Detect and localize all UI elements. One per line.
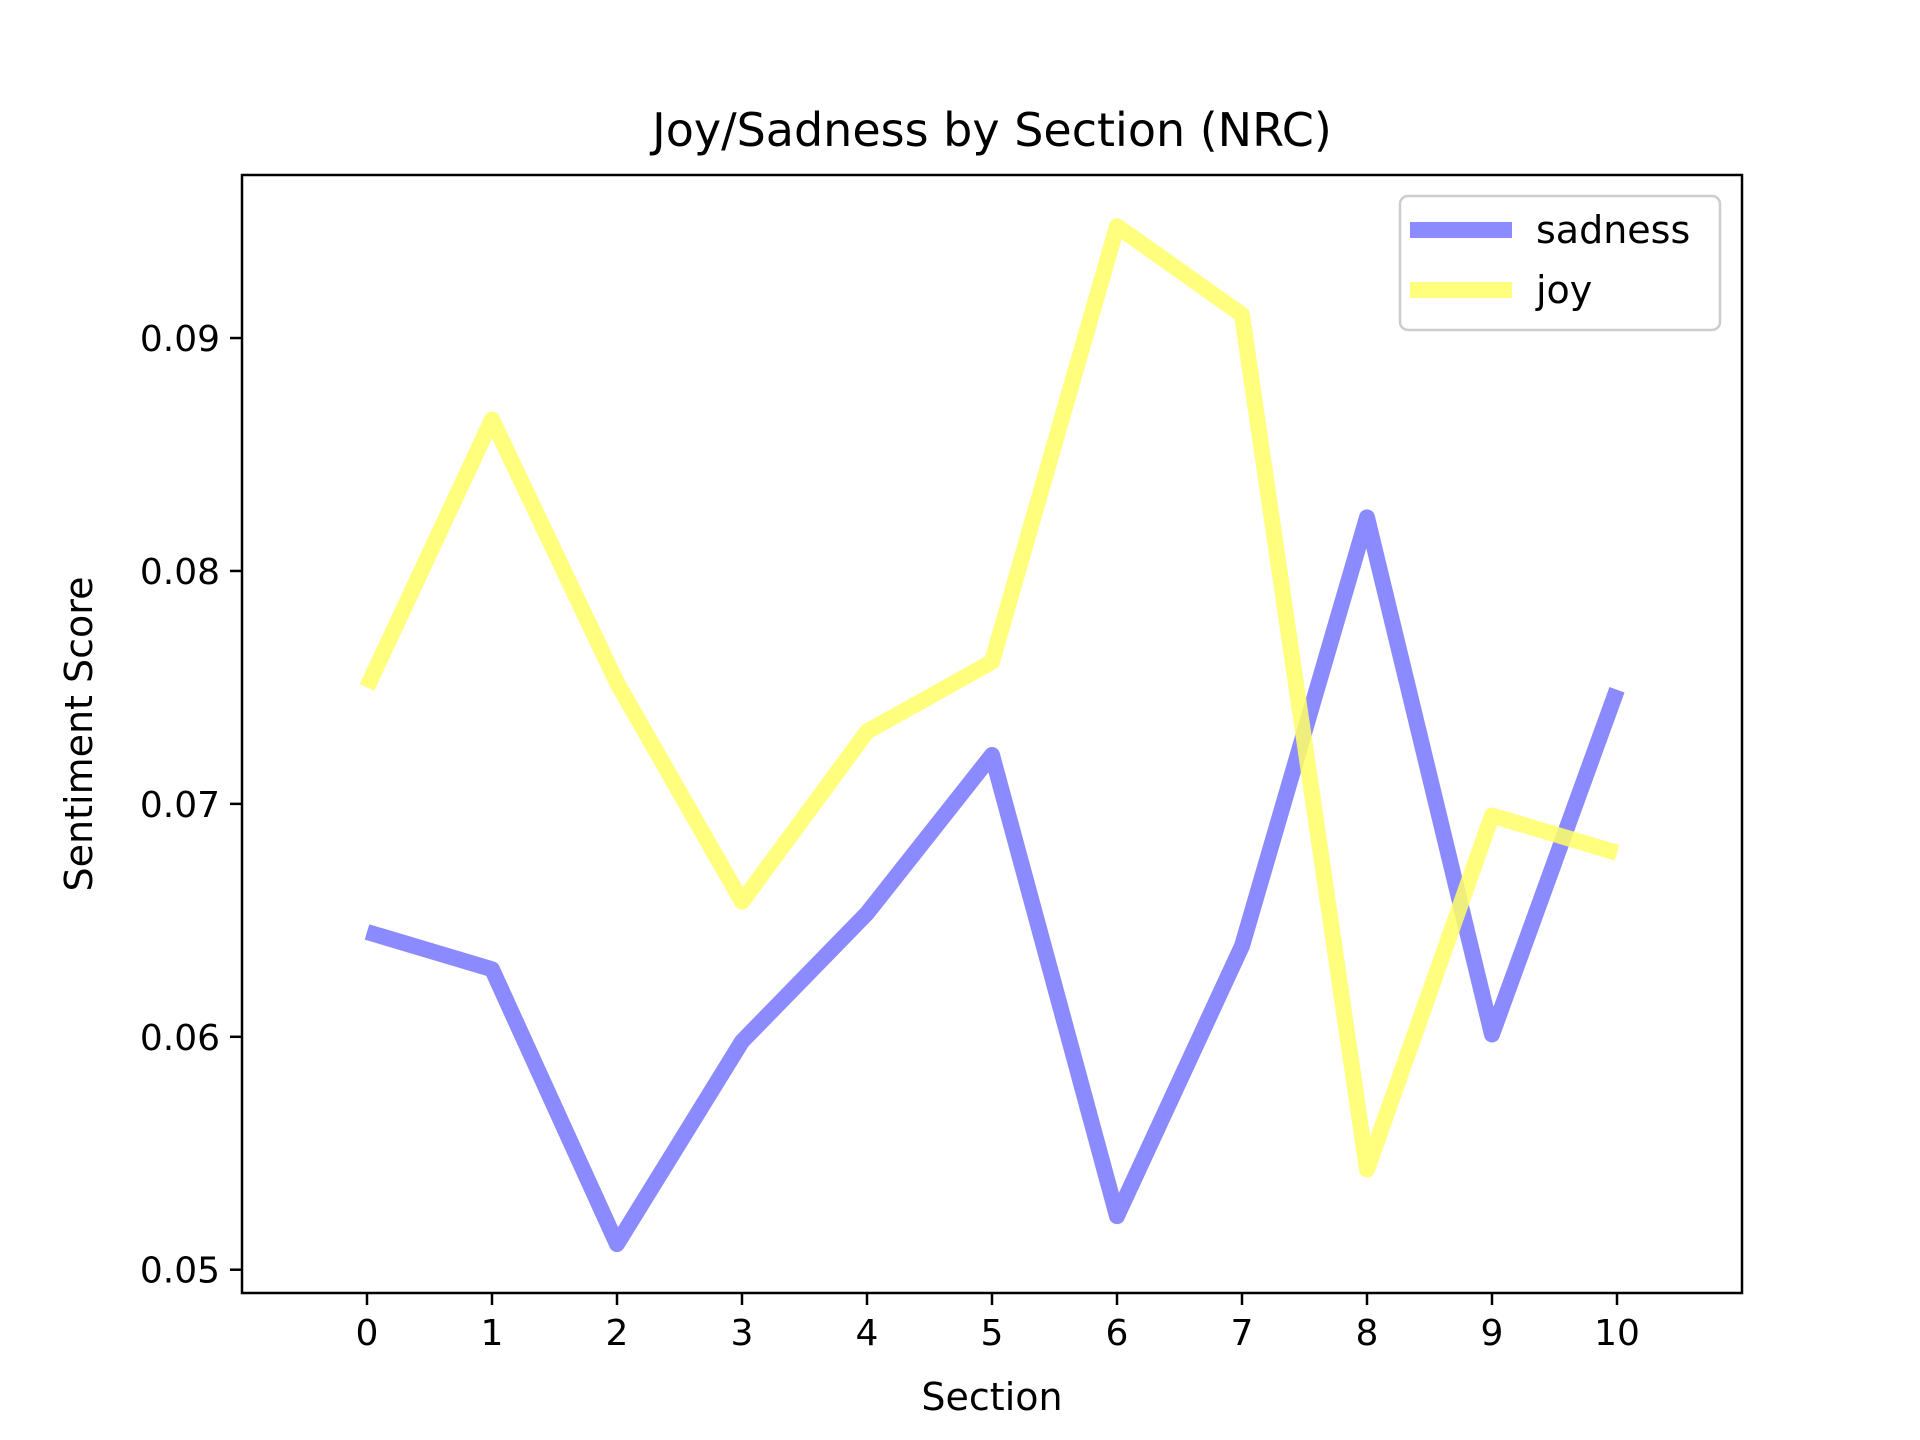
x-tick-label: 10 (1594, 1313, 1640, 1354)
series-line-sadness (364, 509, 1625, 1253)
x-tick-label: 5 (981, 1313, 1004, 1354)
x-tick-label: 2 (606, 1313, 629, 1354)
y-axis: 0.05 0.06 0.07 0.08 0.09 (140, 319, 242, 1292)
y-tick-label: 0.06 (140, 1018, 220, 1059)
y-tick-label: 0.07 (140, 785, 220, 826)
x-tick-label: 3 (731, 1313, 754, 1354)
x-axis-label: Section (921, 1375, 1062, 1419)
chart-title: Joy/Sadness by Section (NRC) (649, 103, 1332, 157)
x-tick-label: 6 (1106, 1313, 1129, 1354)
x-tick-label: 4 (856, 1313, 879, 1354)
x-axis: 0 1 2 3 4 5 6 7 8 9 10 (356, 1293, 1640, 1354)
x-tick-label: 7 (1231, 1313, 1254, 1354)
x-tick-label: 0 (356, 1313, 379, 1354)
series-line-joy (359, 218, 1620, 1178)
y-tick-label: 0.08 (140, 552, 220, 593)
x-tick-label: 9 (1481, 1313, 1504, 1354)
legend: sadness joy (1398, 194, 1722, 332)
legend-label-joy: joy (1535, 268, 1592, 312)
x-tick-label: 8 (1356, 1313, 1379, 1354)
y-axis-label: Sentiment Score (57, 577, 101, 892)
x-tick-label: 1 (481, 1313, 504, 1354)
y-tick-label: 0.05 (140, 1251, 220, 1292)
y-tick-label: 0.09 (140, 319, 220, 360)
series-layer (359, 218, 1625, 1253)
legend-label-sadness: sadness (1536, 208, 1690, 252)
